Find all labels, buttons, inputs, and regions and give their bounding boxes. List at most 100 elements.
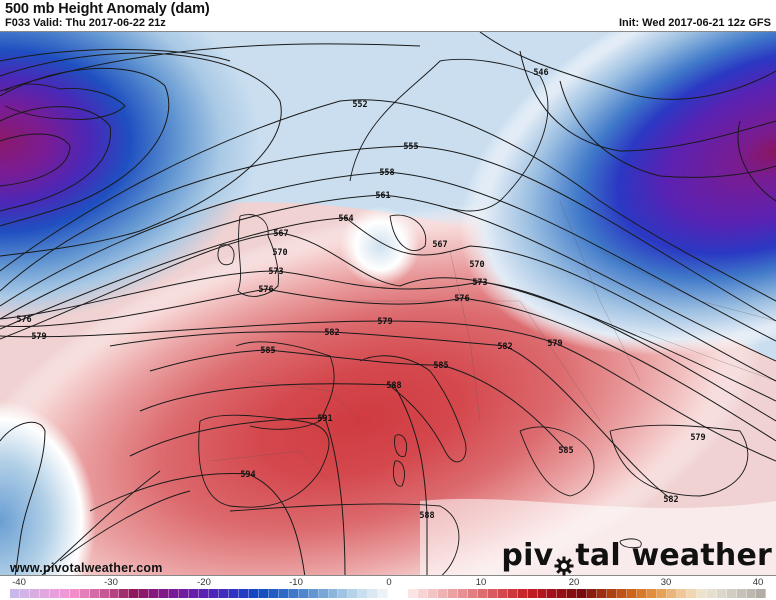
colorbar-swatch [29,589,40,598]
colorbar-swatch [497,589,508,598]
brand-text-right: tal weather [575,538,772,573]
contour-label: 579 [31,332,46,342]
contour-label: 579 [547,339,562,349]
colorbar-swatch [716,589,727,598]
colorbar-swatch [617,589,628,598]
colorbar-swatch [696,589,707,598]
colorbar-swatch [457,589,468,598]
contour-label: 582 [324,328,339,338]
contour-label: 582 [497,342,512,352]
colorbar-swatch [268,589,279,598]
contour-label: 552 [352,100,367,110]
weather-map[interactable]: 552 546 555 558 561 564 567 567 570 570 573 573 576 5… [0,31,776,576]
colorbar-swatch [219,589,229,598]
contour-label: 546 [533,68,548,78]
height-contours [0,32,776,575]
colorbar-swatch [527,589,538,598]
colorbar-ticks: -40 -30 -20 -10 0 10 20 30 40 [0,577,776,588]
anomaly-field: 5525465555585615645675675705705735735765… [0,32,776,575]
contour-label: 576 [454,294,469,304]
colorbar-swatch [726,589,737,598]
init-time: Init: Wed 2017-06-21 12z GFS [618,17,771,29]
colorbar-tick-label: 0 [386,577,392,588]
colorbar-swatch [378,589,389,598]
colorbar-swatch [49,589,60,598]
colorbar-swatch [408,589,419,598]
contour-label: 585 [558,446,573,456]
colorbar-tick-label: -30 [104,577,118,588]
colorbar-tick-label: -20 [197,577,211,588]
colorbar-swatch [258,589,269,598]
colorbar-swatch [398,589,409,598]
colorbar-swatch [189,589,200,598]
contour-label: 576 [16,315,31,325]
colorbar-swatch [308,589,319,598]
colorbar-swatch [686,589,697,598]
colorbar-swatch [39,589,50,598]
colorbar-swatch [89,589,100,598]
gear-icon [554,549,574,575]
site-url[interactable]: www.pivotalweather.com [10,561,163,575]
colorbar-swatch [328,589,339,598]
colorbar-swatch [109,589,120,598]
colorbar-swatch [467,589,478,598]
colorbar-swatch [517,589,528,598]
colorbar-swatch [79,589,90,598]
contour-label: 564 [338,214,353,224]
colorbar-tick-label: 10 [475,577,487,588]
colorbar-swatch [358,589,369,598]
colorbar-swatch [179,589,190,598]
contour-label: 582 [663,495,678,505]
colorbar-swatch [567,589,578,598]
colorbar-swatch [368,589,379,598]
colorbar-swatch [557,589,568,598]
colorbar-swatch [676,589,687,598]
colorbar-swatch [278,589,289,598]
colorbar-swatch [418,589,429,598]
colorbar-swatch [447,589,458,598]
colorbar-swatch [169,589,180,598]
contour-label: 555 [403,142,418,152]
contour-label: 573 [268,267,283,277]
colorbar-swatch [199,589,210,598]
contour-label: 570 [272,248,287,258]
contour-label: 570 [469,260,484,270]
colorbar-swatch [338,589,349,598]
colorbar-swatch [288,589,299,598]
colorbar-swatch [59,589,70,598]
colorbar-swatch [547,589,558,598]
coastlines [4,58,749,575]
contour-label: 561 [375,191,390,201]
colorbar-swatch [159,589,170,598]
colorbar-swatch [19,589,30,598]
colorbar-tick-label: 20 [568,577,580,588]
colorbar-tick-label: 30 [660,577,672,588]
colorbar-swatch [298,589,309,598]
contour-label: 591 [317,414,332,424]
colorbar-swatch [587,589,598,598]
contour-label: 567 [273,229,288,239]
colorbar-swatch [487,589,498,598]
colorbar-swatch [238,589,249,598]
contour-label: 585 [260,346,275,356]
contour-labels: 5525465555585615645675675705705735735765… [16,68,705,521]
contour-label: 588 [386,381,401,391]
brand-logo: piv tal weather [501,538,772,575]
colorbar-swatch [507,589,518,598]
colorbar-swatch [149,589,160,598]
brand-text-left: piv [501,538,554,573]
colorbar-swatch [477,589,488,598]
colorbar-swatch [666,589,677,598]
colorbar-tick-label: -40 [12,577,26,588]
colorbar-swatch [537,589,548,598]
colorbar-swatch [736,589,747,598]
colorbar-swatch [129,589,140,598]
colorbar-swatch [647,589,657,598]
colorbar-swatch [119,589,130,598]
valid-time: F033 Valid: Thu 2017-06-22 21z [5,17,166,29]
colorbar-swatch [99,589,110,598]
colorbar-swatch [228,589,239,598]
colorbar-swatch [637,589,647,598]
contour-label: 579 [377,317,392,327]
colorbar-swatch [348,589,359,598]
